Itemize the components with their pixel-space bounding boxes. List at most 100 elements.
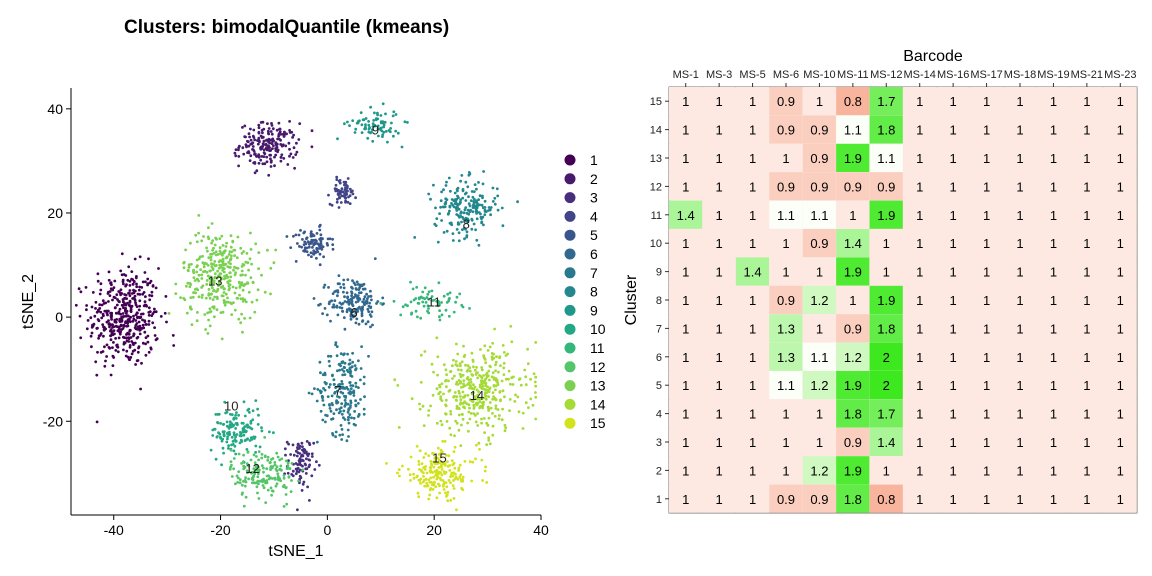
scatter-point (364, 322, 368, 326)
heatmap-cell-label: 1 (682, 265, 689, 280)
scatter-point (107, 300, 110, 303)
scatter-point (346, 410, 350, 414)
heatmap-cell (1070, 342, 1104, 371)
heatmap-cell-label: 1.2 (810, 463, 828, 478)
cluster-label: 14 (470, 388, 484, 403)
scatter-point (99, 288, 103, 292)
scatter-point (486, 349, 490, 352)
scatter-point (321, 237, 324, 241)
scatter-point (310, 145, 314, 149)
scatter-point (229, 234, 233, 238)
heatmap-cell-label: 1 (983, 378, 990, 393)
scatter-point (253, 152, 257, 156)
scatter-point (433, 222, 437, 226)
x-tick-label: -20 (210, 522, 230, 538)
scatter-point (199, 268, 203, 271)
scatter-point (223, 303, 227, 307)
scatter-point (421, 290, 425, 294)
scatter-point (266, 144, 270, 148)
scatter-point (491, 341, 495, 345)
scatter-point (469, 412, 473, 415)
scatter-point (209, 253, 212, 256)
scatter-point (357, 386, 360, 389)
scatter-point (125, 283, 128, 287)
scatter-point (452, 450, 456, 453)
scatter-point (95, 420, 99, 424)
scatter-point (232, 417, 236, 421)
scatter-point (443, 440, 447, 443)
heatmap-cell (1003, 87, 1037, 116)
scatter-point (195, 319, 199, 323)
heatmap-cell (969, 285, 1004, 314)
scatter-point (460, 423, 463, 427)
scatter-point (456, 186, 460, 190)
heatmap-cell-label: 1 (749, 179, 756, 194)
heatmap-cell-label: 1 (983, 123, 990, 138)
scatter-point (478, 405, 482, 408)
heatmap-cell (869, 87, 903, 116)
scatter-point (239, 283, 243, 287)
scatter-point (331, 292, 335, 295)
scatter-point (253, 470, 257, 474)
scatter-point (463, 406, 467, 410)
scatter-point (313, 468, 317, 471)
scatter-point (125, 297, 128, 300)
scatter-point (418, 407, 422, 411)
heatmap-cell-label: 1 (1016, 208, 1023, 223)
heatmap-cell-label: 1 (1050, 151, 1057, 166)
heatmap-cell (869, 115, 903, 144)
heatmap-cell (836, 427, 870, 456)
scatter-point (295, 454, 299, 458)
scatter-point (137, 288, 141, 292)
scatter-point (346, 189, 349, 193)
heatmap-cell-label: 1 (950, 350, 957, 365)
scatter-point (90, 331, 94, 335)
scatter-point (198, 255, 202, 259)
heatmap-cell (1070, 115, 1104, 144)
scatter-point (207, 226, 210, 230)
scatter-point (337, 274, 341, 277)
scatter-point (257, 497, 261, 500)
scatter-point (235, 474, 239, 478)
scatter-point (354, 321, 358, 325)
heatmap-cell (802, 342, 836, 371)
scatter-point (435, 217, 439, 221)
scatter-point (109, 334, 112, 338)
scatter-point (453, 394, 456, 398)
scatter-point (143, 300, 147, 303)
scatter-point (240, 440, 244, 443)
scatter-point (279, 143, 283, 146)
scatter-point (330, 203, 334, 207)
heatmap-cell (869, 257, 903, 286)
heatmap-cell-label: 1 (1083, 492, 1090, 507)
scatter-point (111, 326, 114, 329)
heatmap-x-tick-label: MS-18 (1004, 69, 1036, 81)
heatmap-cell (669, 427, 703, 456)
scatter-point (227, 284, 231, 288)
scatter-point (429, 404, 432, 408)
scatter-point (409, 300, 413, 304)
heatmap-cell-label: 1 (1117, 321, 1124, 336)
heatmap-cell-label: 1 (749, 407, 756, 422)
legend-swatch (564, 210, 576, 222)
scatter-point (480, 366, 484, 369)
scatter-point (99, 282, 103, 286)
scatter-point (206, 235, 210, 239)
scatter-point (516, 395, 520, 399)
scatter-point (238, 293, 241, 297)
scatter-point (209, 280, 213, 284)
scatter-point (207, 288, 211, 291)
scatter-point (246, 423, 249, 427)
scatter-point (460, 174, 464, 177)
scatter-point (328, 383, 332, 386)
scatter-point (345, 300, 349, 304)
scatter-point (487, 416, 491, 420)
scatter-point (140, 312, 143, 316)
heatmap-cell (702, 427, 736, 456)
scatter-point (354, 283, 357, 287)
scatter-point (400, 145, 404, 149)
scatter-point (524, 383, 528, 387)
scatter-point (189, 241, 192, 245)
scatter-point (260, 478, 264, 482)
scatter-point (99, 310, 103, 314)
